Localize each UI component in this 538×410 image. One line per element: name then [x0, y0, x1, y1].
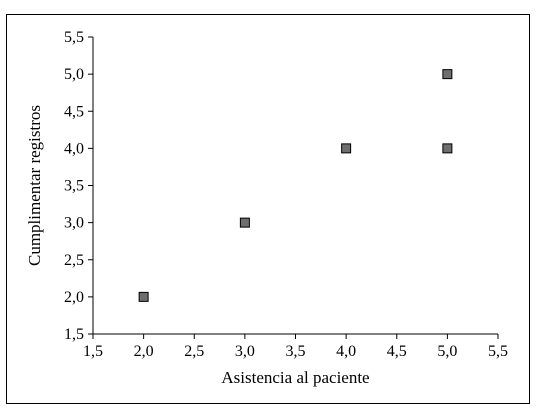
x-tick-label: 1,5 [83, 343, 103, 360]
y-tick-label: 3,5 [64, 178, 84, 195]
x-tick-label: 5,0 [437, 343, 457, 360]
x-tick-label: 2,5 [184, 343, 204, 360]
data-point [442, 69, 453, 80]
y-tick-label: 2,0 [64, 289, 84, 306]
data-points [138, 69, 453, 302]
data-point [138, 291, 149, 302]
y-tick-label: 1,5 [64, 326, 84, 343]
y-tick-label: 3,0 [64, 215, 84, 232]
y-tick-label: 2,5 [64, 252, 84, 269]
y-tick-label: 5,5 [64, 29, 84, 46]
x-tick-label: 3,5 [286, 343, 306, 360]
y-axis: 1,5 2,0 2,5 3,0 3,5 4,0 4,5 5,0 5,5 [64, 29, 94, 343]
x-tick-label: 4,0 [336, 343, 356, 360]
x-tick-label: 2,0 [134, 343, 154, 360]
chart-frame [6, 14, 530, 404]
x-tick-label: 3,0 [235, 343, 255, 360]
x-axis: 1,5 2,0 2,5 3,0 3,5 4,0 4,5 5,0 5,5 [83, 333, 508, 360]
x-axis-title: Asistencia al paciente [221, 368, 369, 387]
y-tick-label: 4,0 [64, 140, 84, 157]
y-tick-label: 4,5 [64, 103, 84, 120]
data-point [442, 143, 453, 154]
y-axis-title: Cumplimentar registros [25, 105, 44, 266]
y-tick-label: 5,0 [64, 66, 84, 83]
x-tick-label: 5,5 [488, 343, 508, 360]
data-point [239, 217, 250, 228]
data-point [341, 143, 352, 154]
x-tick-label: 4,5 [387, 343, 407, 360]
